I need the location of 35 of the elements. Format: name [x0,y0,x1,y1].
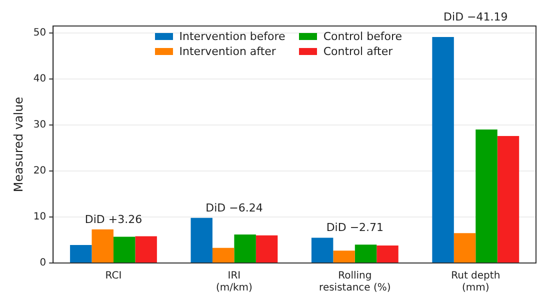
legend-label: Intervention after [179,45,276,58]
x-tick-label: Rut depth (mm) [451,270,500,294]
x-tick-label: IRI (m/km) [216,270,253,294]
bar [432,37,454,262]
y-tick-label: 30 [33,120,46,131]
bar [476,130,498,262]
legend-label: Intervention before [179,30,286,43]
y-axis-title: Measured value [11,96,26,192]
bar [92,229,114,262]
annotation: DiD +3.26 [84,212,142,226]
bar [333,250,355,262]
bar [70,245,92,262]
x-tick-label: RCI [105,270,122,282]
bar [135,236,157,262]
legend-label: Control before [323,30,402,43]
bar [190,218,212,262]
legend-label: Control after [323,45,393,58]
bar [354,244,377,262]
annotation: DiD −6.24 [206,201,263,214]
bar [256,235,278,262]
bar [311,238,334,262]
annotation: DiD −2.71 [326,221,384,234]
bar [234,234,256,262]
bar [454,233,476,262]
bar [376,246,398,262]
y-tick-label: 10 [33,212,46,223]
bar [497,136,520,262]
y-tick-label: 20 [33,166,46,177]
text: DiD −41.19 [444,10,508,24]
y-tick-label: 0 [40,258,46,269]
bar [212,248,234,262]
y-tick-label: 40 [33,74,46,85]
bar [113,236,136,262]
x-tick-label: Rolling resistance (%) [319,270,391,294]
y-tick-label: 50 [33,27,46,38]
